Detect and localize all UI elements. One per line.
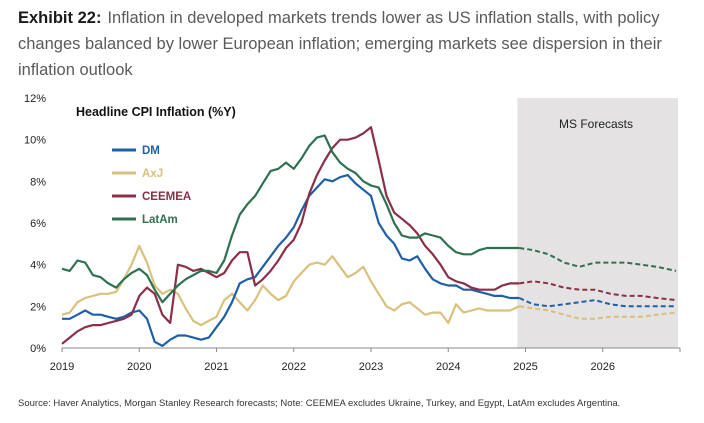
y-tick-label: 0% bbox=[30, 343, 46, 355]
y-tick-label: 12% bbox=[24, 93, 46, 105]
legend: DM AxJ CEEMEA LatAm bbox=[112, 145, 191, 226]
legend-label-ceemea: CEEMEA bbox=[142, 191, 191, 203]
exhibit-title: Exhibit 22: Inflation in developed market… bbox=[18, 5, 694, 83]
series-lines bbox=[61, 126, 677, 347]
forecast-line-dm bbox=[518, 297, 677, 308]
forecast-region bbox=[517, 98, 678, 348]
forecast-line-ceemea bbox=[519, 280, 677, 302]
chart-title: Headline CPI Inflation (%Y) bbox=[76, 105, 236, 119]
source-note: Source: Haver Analytics, Morgan Stanley … bbox=[18, 398, 621, 409]
forecast-line-latam bbox=[519, 247, 677, 272]
legend-label-axj: AxJ bbox=[142, 168, 163, 180]
series-line-ceemea bbox=[61, 126, 520, 345]
y-tick-label: 10% bbox=[24, 135, 46, 147]
legend-label-dm: DM bbox=[142, 145, 160, 157]
x-tick-label: 2021 bbox=[204, 361, 228, 373]
x-tick-label: 2026 bbox=[591, 361, 615, 373]
exhibit-title-text: Inflation in developed markets trends lo… bbox=[18, 9, 662, 79]
exhibit-number: Exhibit 22: bbox=[18, 9, 102, 27]
x-tick-label: 2024 bbox=[436, 361, 460, 373]
y-tick-label: 6% bbox=[30, 218, 46, 230]
series-line-latam bbox=[61, 134, 520, 304]
x-tick-label: 2019 bbox=[50, 361, 74, 373]
x-tick-label: 2022 bbox=[282, 361, 306, 373]
x-tick-label: 2025 bbox=[513, 361, 537, 373]
series-line-axj bbox=[61, 244, 520, 327]
x-axis-ticks: 2019 2020 2021 2022 2023 2024 2025 2026 bbox=[50, 348, 681, 373]
x-tick-label: 2023 bbox=[359, 361, 383, 373]
y-tick-label: 4% bbox=[30, 260, 46, 272]
x-tick-label: 2020 bbox=[127, 361, 151, 373]
forecast-line-axj bbox=[519, 305, 677, 320]
series-line-dm bbox=[62, 174, 520, 347]
legend-label-latam: LatAm bbox=[142, 214, 178, 226]
y-tick-label: 8% bbox=[30, 176, 46, 188]
forecast-label: MS Forecasts bbox=[559, 117, 633, 131]
y-tick-label: 2% bbox=[30, 301, 46, 313]
y-axis-ticks: 0% 2% 4% 6% 8% 10% 12% bbox=[24, 93, 46, 355]
